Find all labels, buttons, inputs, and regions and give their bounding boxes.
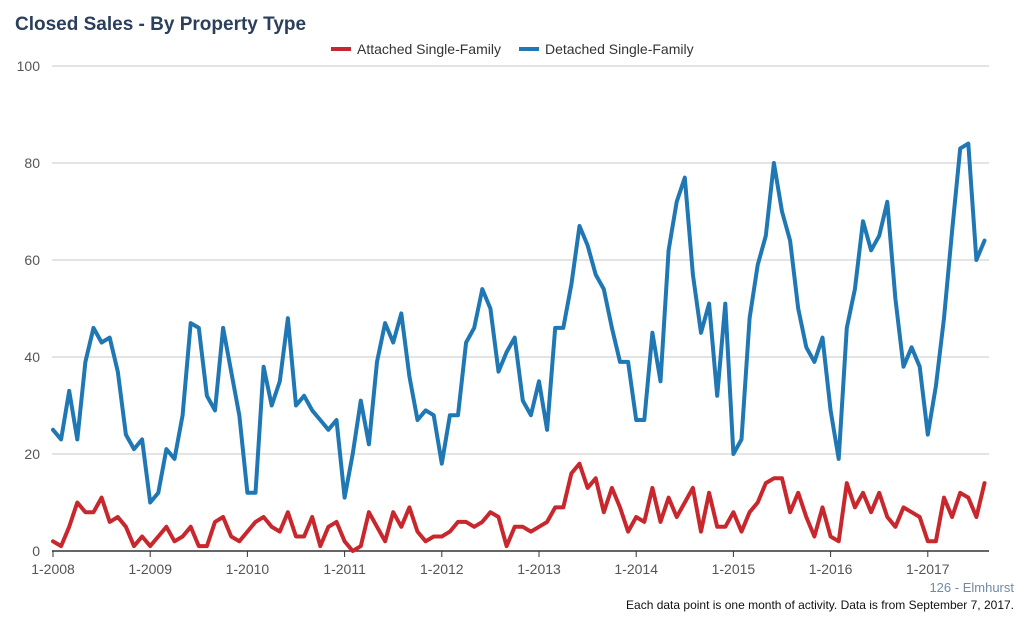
y-tick-label: 0	[32, 543, 40, 559]
x-tick-label: 1-2010	[226, 561, 270, 577]
chart-legend: Attached Single-Family Detached Single-F…	[331, 41, 694, 57]
y-tick-label: 60	[24, 252, 40, 268]
legend-swatch-attached	[331, 47, 351, 51]
legend-label-attached: Attached Single-Family	[357, 41, 501, 57]
legend-item-attached[interactable]: Attached Single-Family	[331, 41, 501, 57]
region-label: 126 - Elmhurst	[929, 580, 1014, 595]
x-tick-label: 1-2008	[31, 561, 75, 577]
series-line-attached	[51, 461, 987, 553]
legend-label-detached: Detached Single-Family	[544, 41, 694, 57]
x-tick-label: 1-2011	[323, 561, 366, 577]
data-note: Each data point is one month of activity…	[626, 598, 1014, 612]
y-tick-label: 40	[24, 349, 40, 365]
series-line-detached	[51, 141, 987, 505]
x-tick-label: 1-2017	[906, 561, 950, 577]
y-tick-label: 80	[24, 155, 40, 171]
chart-title: Closed Sales - By Property Type	[15, 14, 307, 35]
x-tick-label: 1-2016	[809, 561, 853, 577]
x-tick-label: 1-2012	[420, 561, 464, 577]
y-tick-label: 20	[24, 446, 40, 462]
x-tick-label: 1-2009	[128, 561, 172, 577]
x-tick-label: 1-2013	[517, 561, 561, 577]
x-tick-label: 1-2015	[712, 561, 756, 577]
x-tick-label: 1-2014	[614, 561, 658, 577]
legend-item-detached[interactable]: Detached Single-Family	[518, 41, 694, 57]
legend-swatch-detached	[518, 47, 539, 51]
y-tick-label: 100	[17, 58, 41, 74]
